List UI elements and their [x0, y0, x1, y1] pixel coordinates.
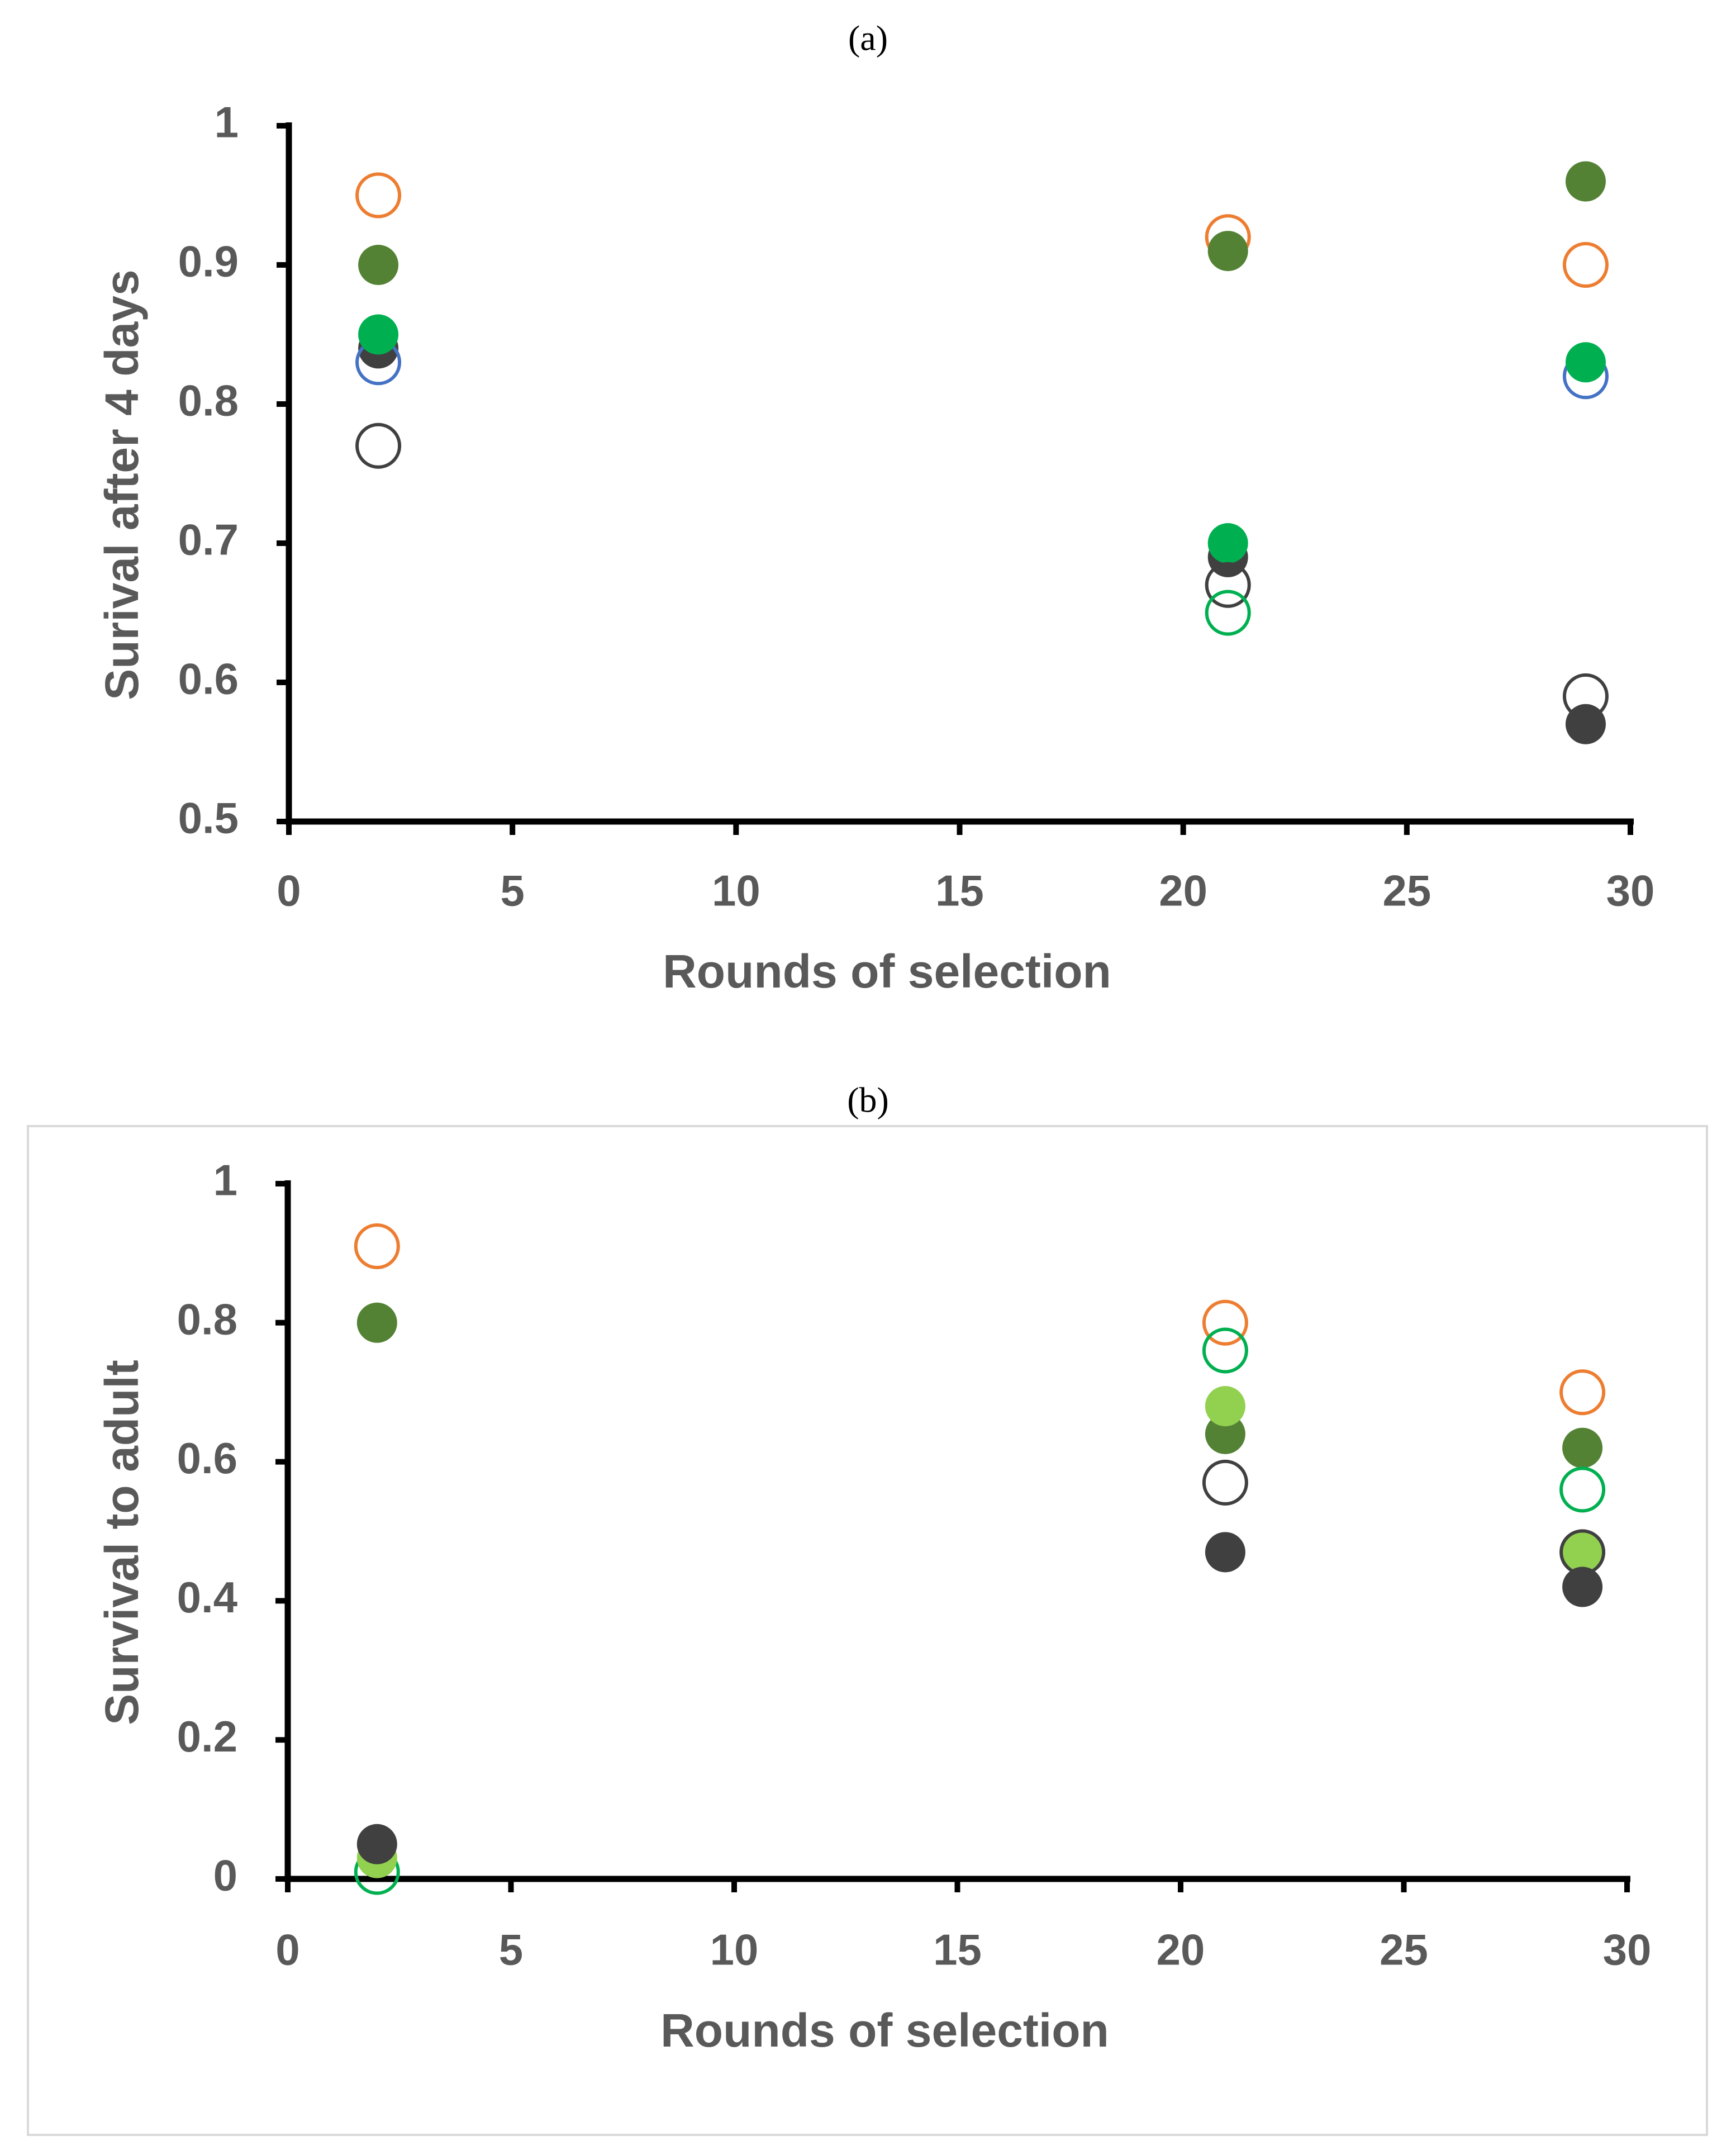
x-tick-label: 25 [1380, 1925, 1428, 1974]
y-axis-title: Surival after 4 days [96, 269, 148, 700]
data-point-filled [356, 1302, 397, 1343]
y-tick-label: 0.7 [178, 515, 239, 564]
x-tick-label: 5 [500, 866, 524, 915]
data-point-filled [1562, 1532, 1603, 1573]
data-point-open [1202, 1299, 1248, 1346]
data-point-open [355, 172, 402, 219]
data-point-filled [358, 245, 399, 285]
x-tick-label: 5 [499, 1925, 523, 1974]
data-point-filled [1565, 161, 1606, 202]
data-point-filled [1565, 342, 1606, 383]
data-point-filled [356, 1824, 397, 1864]
x-tick-label: 15 [935, 866, 984, 915]
y-axis-title: Survival to adult [96, 1360, 148, 1725]
data-point-open [1205, 590, 1251, 636]
y-tick-label: 0 [213, 1851, 237, 1900]
y-tick-label: 0.8 [178, 376, 239, 425]
data-point-open [355, 423, 402, 469]
x-tick-label: 10 [710, 1925, 759, 1974]
data-point-open [1562, 673, 1609, 719]
panel-b-frame [27, 1125, 1708, 2136]
data-point-filled [1207, 523, 1248, 563]
data-point-open [1562, 242, 1609, 288]
data-point-filled [1205, 1532, 1245, 1573]
x-tick-label: 20 [1157, 1925, 1205, 1974]
data-point-filled [1205, 1413, 1245, 1454]
data-point-filled [1205, 1386, 1245, 1427]
y-tick-label: 0.4 [177, 1573, 237, 1622]
y-tick-label: 1 [213, 1156, 237, 1205]
data-point-open [354, 1223, 400, 1269]
x-tick-label: 25 [1382, 866, 1431, 915]
y-tick-label: 0.2 [177, 1712, 237, 1761]
data-point-open [1202, 1327, 1248, 1374]
y-tick-label: 0.5 [178, 794, 239, 843]
y-tick-label: 0.6 [178, 654, 239, 704]
x-tick-label: 20 [1159, 866, 1207, 915]
x-tick-label: 0 [275, 1925, 299, 1974]
data-point-filled [358, 314, 399, 355]
panel-label: (a) [848, 18, 888, 58]
x-axis-title: Rounds of selection [660, 2004, 1109, 2057]
y-tick-label: 1 [215, 98, 239, 147]
data-point-open [1559, 1466, 1606, 1513]
x-tick-label: 30 [1606, 866, 1655, 915]
x-tick-label: 0 [277, 866, 301, 915]
data-point-filled [1207, 231, 1248, 272]
y-tick-label: 0.9 [178, 237, 239, 286]
x-tick-label: 15 [933, 1925, 982, 1974]
y-tick-label: 0.8 [177, 1294, 237, 1344]
data-point-open [1202, 1459, 1248, 1506]
data-point-filled [1562, 1427, 1603, 1468]
data-point-filled [1562, 1567, 1603, 1607]
x-axis-title: Rounds of selection [663, 945, 1111, 998]
x-tick-label: 10 [712, 866, 760, 915]
x-tick-label: 30 [1603, 1925, 1652, 1974]
data-point-open [1559, 1369, 1606, 1416]
data-point-open [1205, 562, 1251, 608]
y-tick-label: 0.6 [177, 1433, 237, 1483]
panel-label: (b) [847, 1080, 889, 1120]
